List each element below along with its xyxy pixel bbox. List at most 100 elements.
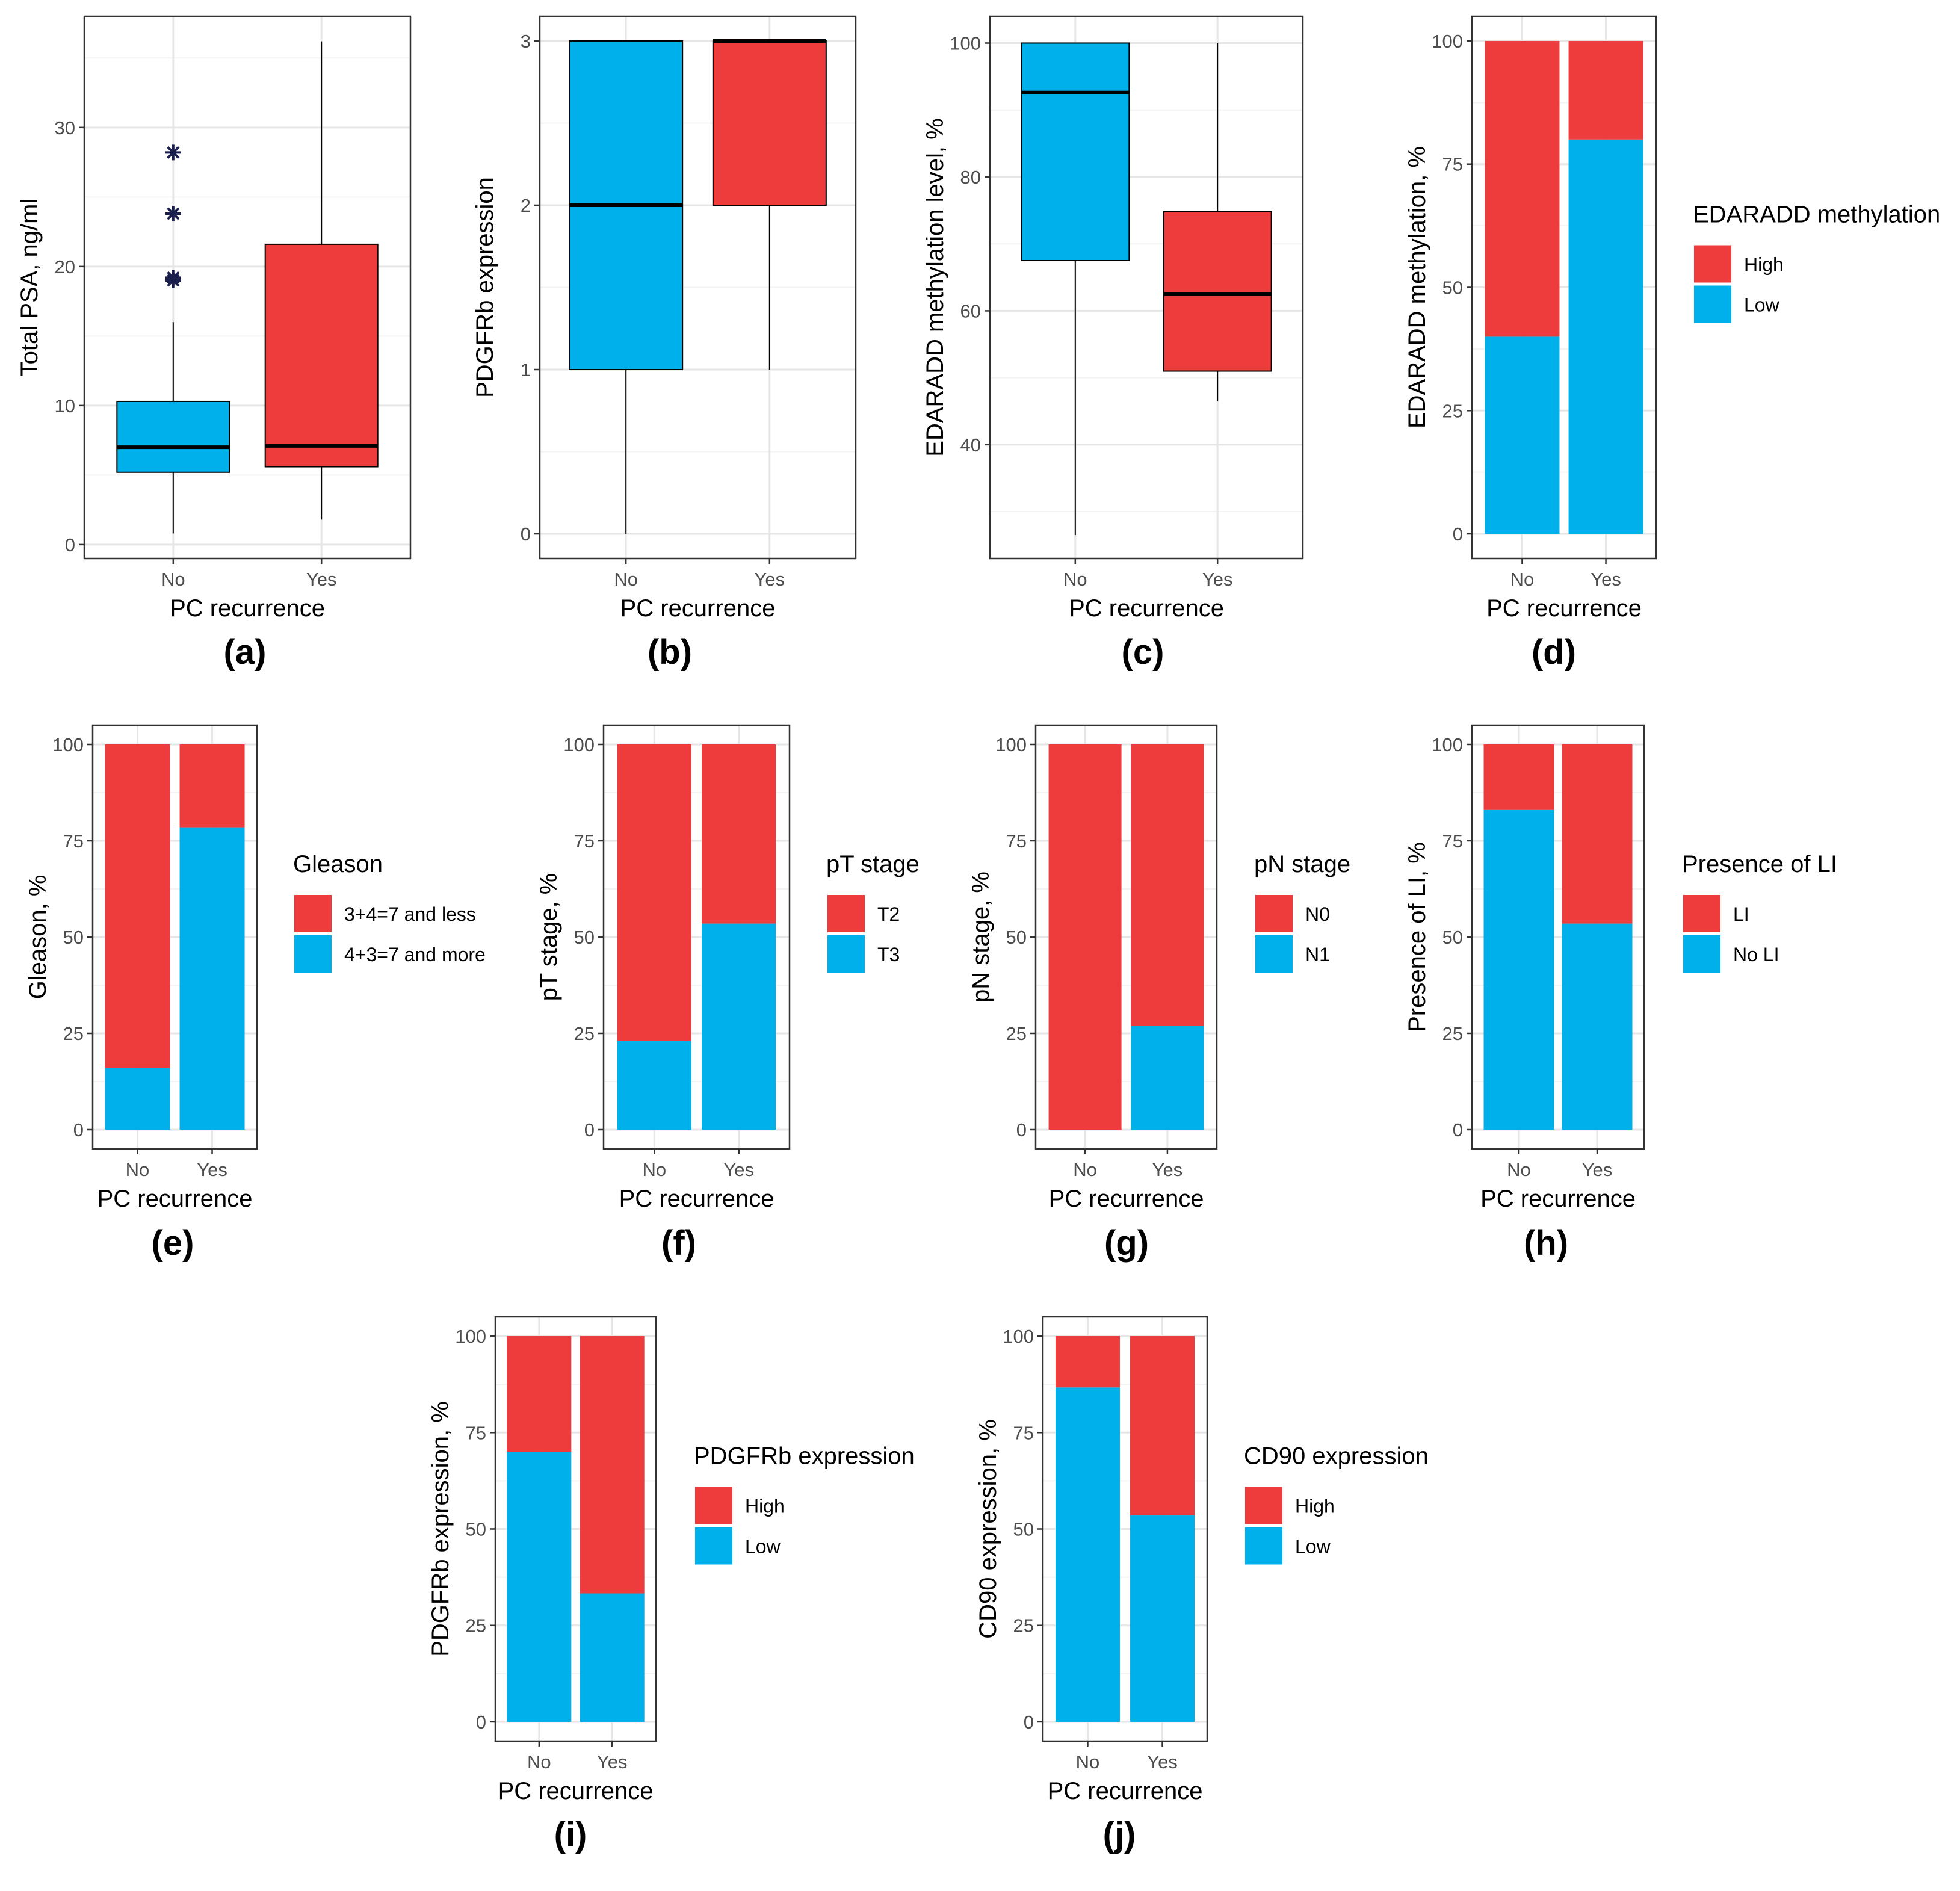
bar-yes-n0 <box>1131 744 1204 1026</box>
x-axis-title: PC recurrence <box>97 1186 253 1212</box>
x-tick-label: No <box>1507 1159 1531 1180</box>
panel-letter: (b) <box>648 633 692 672</box>
panel-letter: (f) <box>661 1224 696 1263</box>
bar-yes-high <box>1568 40 1643 140</box>
bar-no-3-4-7-and-less <box>105 744 170 1068</box>
x-axis-title: PC recurrence <box>1486 595 1642 622</box>
panel-border <box>83 15 412 560</box>
y-tick-label: 60 <box>960 300 981 321</box>
bar-no-high <box>507 1336 572 1452</box>
box-no <box>569 40 684 534</box>
y-tick-label: 0 <box>1453 524 1463 545</box>
x-tick-label: No <box>642 1159 666 1180</box>
y-tick-label: 25 <box>466 1615 486 1636</box>
bar-no-4-3-7-and-more <box>105 1068 170 1130</box>
legend: pT stage T2 T3 <box>826 851 920 973</box>
x-axis-title: PC recurrence <box>170 595 325 622</box>
x-tick-label: Yes <box>306 569 337 590</box>
legend-swatch-low <box>1245 1527 1282 1565</box>
y-tick-label: 0 <box>65 534 75 556</box>
y-axis-title: CD90 expression, % <box>975 1419 1001 1639</box>
outlier-point <box>165 270 181 286</box>
box-iqr <box>264 243 379 468</box>
y-axis-title: PDGFRb expression <box>472 177 498 398</box>
bar-yes-low <box>580 1593 645 1722</box>
box-yes <box>1163 43 1272 401</box>
legend: CD90 expression High Low <box>1244 1443 1429 1565</box>
legend-label: Low <box>1295 1536 1331 1558</box>
y-tick-label: 0 <box>584 1119 595 1140</box>
panel-letter: (d) <box>1532 633 1576 672</box>
panel-a: 0 10 20 30 No Yes PC recurrence Total PSA, ng/m… <box>16 15 412 672</box>
y-tick-label: 50 <box>1442 277 1463 299</box>
y-tick-label: 50 <box>63 927 84 948</box>
y-tick-label: 75 <box>1442 831 1463 852</box>
y-axis-title: Presence of LI, % <box>1404 842 1430 1032</box>
outlier-star-stroke <box>167 146 180 159</box>
legend: Presence of LI LI No LI <box>1682 851 1837 973</box>
x-tick-label: Yes <box>197 1159 227 1180</box>
y-tick-label: 50 <box>1006 927 1027 948</box>
y-tick-label: 25 <box>574 1023 595 1044</box>
bar-no-t3 <box>617 1041 691 1130</box>
x-axis-title: PC recurrence <box>1049 1186 1204 1212</box>
panel-g: 0 25 50 75 100 No Yes PC recurrence pN stage, % p… <box>968 724 1350 1263</box>
outlier-point <box>165 144 181 161</box>
y-tick-label: 1 <box>521 359 531 380</box>
bar-no-no-li <box>1483 809 1554 1130</box>
legend-swatch-high <box>1694 245 1731 283</box>
legend: EDARADD methylation High Low <box>1693 202 1940 323</box>
legend-swatch-low <box>1694 285 1731 323</box>
y-axis-title: EDARADD methylation, % <box>1404 146 1430 429</box>
x-tick-label: Yes <box>597 1751 628 1772</box>
bar-no-low <box>1055 1387 1120 1722</box>
bar-yes-t2 <box>702 744 776 924</box>
y-tick-label: 0 <box>1453 1119 1463 1140</box>
x-tick-label: No <box>1073 1159 1097 1180</box>
x-tick-label: Yes <box>1591 569 1621 590</box>
legend-label: T2 <box>877 903 900 925</box>
x-tick-label: Yes <box>1147 1751 1178 1772</box>
y-tick-label: 0 <box>73 1119 84 1140</box>
y-tick-label: 50 <box>466 1519 486 1540</box>
y-axis-title: pT stage, % <box>536 873 562 1001</box>
legend-label: High <box>745 1496 785 1517</box>
x-axis-title: PC recurrence <box>498 1778 654 1804</box>
outlier-point <box>165 206 181 222</box>
box-yes <box>712 39 827 370</box>
x-tick-label: Yes <box>1202 569 1233 590</box>
outlier-star-stroke <box>167 271 180 284</box>
bar-yes-high <box>1130 1336 1195 1516</box>
y-tick-label: 75 <box>466 1422 486 1443</box>
panel-f: 0 25 50 75 100 No Yes PC recurrence pT stage, % p… <box>536 724 920 1263</box>
bar-yes-3-4-7-and-less <box>179 744 245 828</box>
legend-title: EDARADD methylation <box>1693 202 1940 228</box>
panel-letter: (a) <box>224 633 267 672</box>
legend-swatch-low <box>695 1527 732 1565</box>
legend-title: Presence of LI <box>1682 851 1837 877</box>
x-axis-title: PC recurrence <box>620 595 776 622</box>
legend-swatch-low <box>294 935 332 973</box>
x-tick-label: No <box>527 1751 551 1772</box>
panel-j: 0 25 50 75 100 No Yes PC recurrence CD90 express… <box>975 1316 1429 1854</box>
panel-letter: (h) <box>1524 1224 1568 1263</box>
panel-letter: (j) <box>1103 1815 1136 1854</box>
x-tick-label: No <box>1063 569 1087 590</box>
y-tick-label: 75 <box>1006 831 1027 852</box>
bar-no-n0 <box>1048 744 1122 1130</box>
panel-letter: (g) <box>1104 1224 1149 1263</box>
legend-swatch-high <box>827 895 865 932</box>
x-tick-label: Yes <box>755 569 785 590</box>
legend-label: 3+4=7 and less <box>344 903 476 925</box>
legend-label: N1 <box>1305 944 1330 965</box>
y-tick-label: 0 <box>476 1712 486 1733</box>
x-tick-label: No <box>161 569 185 590</box>
x-axis-title: PC recurrence <box>1069 595 1224 622</box>
legend-swatch-high <box>1245 1487 1282 1524</box>
y-tick-label: 75 <box>1442 154 1463 175</box>
y-tick-label: 100 <box>1432 31 1463 52</box>
x-axis-title: PC recurrence <box>1048 1778 1203 1804</box>
panel-i: 0 25 50 75 100 No Yes PC recurrence PDGFRb expre… <box>427 1316 915 1854</box>
x-tick-label: No <box>126 1159 150 1180</box>
y-tick-label: 25 <box>1442 400 1463 421</box>
